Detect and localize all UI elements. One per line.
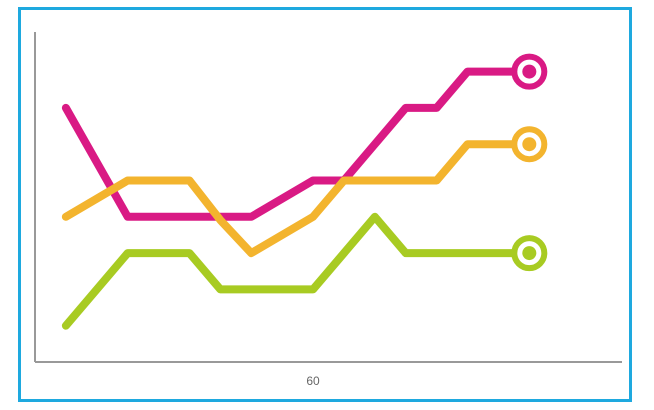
x-tick-label: 60 — [306, 374, 320, 388]
x-tick-labels: 60 — [306, 374, 320, 388]
series-1-line — [66, 72, 529, 217]
series-2-line — [66, 144, 529, 253]
series-3-end-dot — [522, 246, 536, 260]
series-layer — [66, 57, 544, 326]
series-1-end-dot — [522, 65, 536, 79]
series-3-line — [66, 217, 529, 326]
series-2-end-dot — [522, 137, 536, 151]
